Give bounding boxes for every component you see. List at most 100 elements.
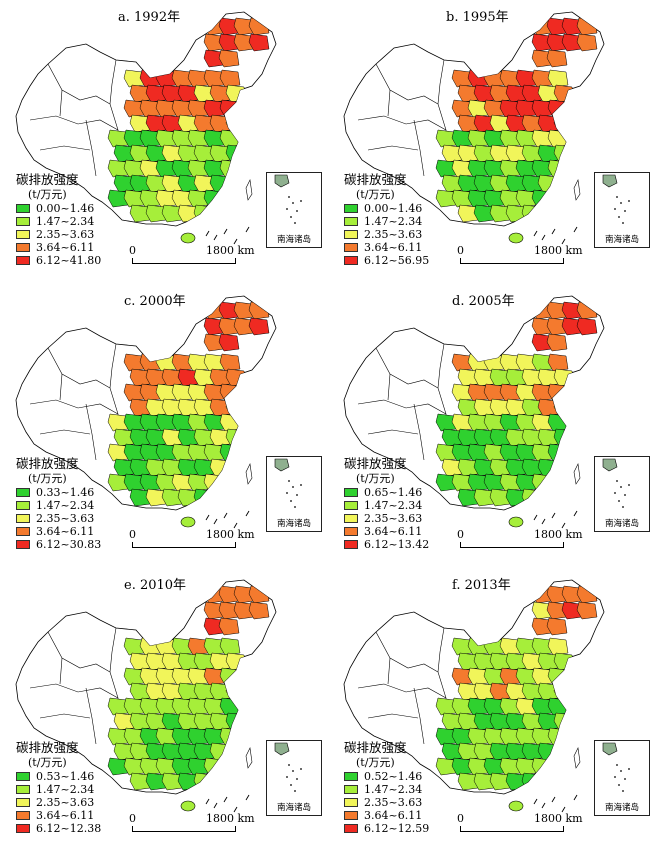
inset-island <box>290 784 292 786</box>
inset-island <box>300 200 302 202</box>
county-region <box>241 682 263 701</box>
inset-island <box>614 776 616 778</box>
county-region <box>248 33 270 52</box>
scale-zero-label: 0 <box>457 812 464 825</box>
county-region <box>203 49 225 68</box>
legend-title: 碳排放强度 <box>344 172 407 187</box>
legend-item: 3.64~6.11 <box>344 525 429 538</box>
inset-island <box>624 494 626 496</box>
county-region <box>107 189 129 208</box>
inset-island <box>288 764 290 766</box>
taiwan-island <box>245 463 253 485</box>
scale-line <box>132 826 236 832</box>
county-region <box>435 757 457 776</box>
province-boundary <box>413 119 425 177</box>
legend-label: 3.64~6.11 <box>364 809 423 822</box>
legend-swatch <box>16 824 30 833</box>
china-choropleth-map <box>343 295 605 529</box>
inset-land <box>274 742 290 756</box>
province-boundary <box>375 347 439 389</box>
county-region <box>521 204 543 223</box>
legend-unit: (t/万元) <box>356 472 395 485</box>
inset-island <box>300 768 302 770</box>
legend-item: 0.65~1.46 <box>344 486 429 499</box>
county-region <box>241 712 263 731</box>
province-boundary <box>375 631 439 673</box>
inset-land <box>602 458 618 472</box>
inset-island <box>286 776 288 778</box>
inset-island <box>624 210 626 212</box>
inset-island <box>622 506 624 508</box>
county-region <box>553 458 575 477</box>
island-mark <box>205 798 210 805</box>
legend-swatch <box>16 488 30 497</box>
county-region <box>546 17 568 36</box>
inset-land <box>274 458 290 472</box>
county-region <box>569 144 591 163</box>
inset-island <box>614 208 616 210</box>
county-region <box>547 189 569 208</box>
map-panel-b: b. 1995年 南海诸岛 碳排放强度 (t/万元) 0.00~1.46 1.47~2.3… <box>328 0 656 284</box>
province-boundary <box>85 403 97 461</box>
county-region <box>235 159 257 178</box>
inset-land <box>602 174 618 188</box>
legend-swatch <box>344 772 358 781</box>
inset-island <box>294 222 296 224</box>
county-region <box>563 383 585 402</box>
county-region <box>531 317 553 336</box>
county-region <box>233 17 255 36</box>
south-china-sea-inset: 南海诸岛 <box>594 740 650 816</box>
legend-swatch <box>16 785 30 794</box>
scale-zero-label: 0 <box>129 528 136 541</box>
legend-swatch <box>344 204 358 213</box>
island-mark <box>551 228 556 235</box>
inset-map <box>602 742 630 792</box>
county-region <box>235 443 257 462</box>
legend-item: 1.47~2.34 <box>16 499 101 512</box>
county-region <box>546 301 568 320</box>
legend-item: 2.35~3.63 <box>16 796 101 809</box>
island-mark <box>233 806 238 813</box>
scale-zero-label: 0 <box>129 244 136 257</box>
legend-swatch <box>344 798 358 807</box>
county-region <box>209 204 231 223</box>
county-region <box>248 317 270 336</box>
county-region <box>129 772 151 791</box>
county-region <box>161 204 183 223</box>
inset-island <box>628 768 630 770</box>
inset-island <box>622 222 624 224</box>
legend-label: 6.12~13.42 <box>364 538 430 551</box>
legend-swatch <box>16 243 30 252</box>
county-region <box>145 204 167 223</box>
province-boundary <box>29 115 119 131</box>
county-region <box>218 301 240 320</box>
county-region <box>563 129 585 148</box>
county-region <box>209 772 231 791</box>
county-region <box>473 772 495 791</box>
inset-map <box>274 458 302 508</box>
legend-item: 1.47~2.34 <box>16 783 101 796</box>
island-mark <box>561 522 566 529</box>
legend-item: 1.47~2.34 <box>344 783 429 796</box>
county-region <box>218 49 240 68</box>
scale-line <box>460 258 564 264</box>
inset-label: 南海诸岛 <box>604 235 639 245</box>
legend-label: 0.65~1.46 <box>364 486 423 499</box>
county-region <box>203 33 225 52</box>
county-region <box>218 17 240 36</box>
county-region <box>218 333 240 352</box>
province-boundary <box>29 683 119 699</box>
south-china-sea-inset: 南海诸岛 <box>594 456 650 532</box>
legend-swatch <box>16 540 30 549</box>
county-region <box>561 33 583 52</box>
scale-distance-label: 1800 km <box>534 244 583 257</box>
legend-label: 1.47~2.34 <box>36 215 95 228</box>
legend-label: 1.47~2.34 <box>36 499 95 512</box>
hainan-island <box>508 800 524 812</box>
county-region <box>193 488 215 507</box>
legend-label: 0.52~1.46 <box>364 770 423 783</box>
legend-item: 2.35~3.63 <box>344 796 429 809</box>
scale-zero-label: 0 <box>129 812 136 825</box>
province-boundary <box>29 399 119 415</box>
inset-island <box>292 770 294 772</box>
